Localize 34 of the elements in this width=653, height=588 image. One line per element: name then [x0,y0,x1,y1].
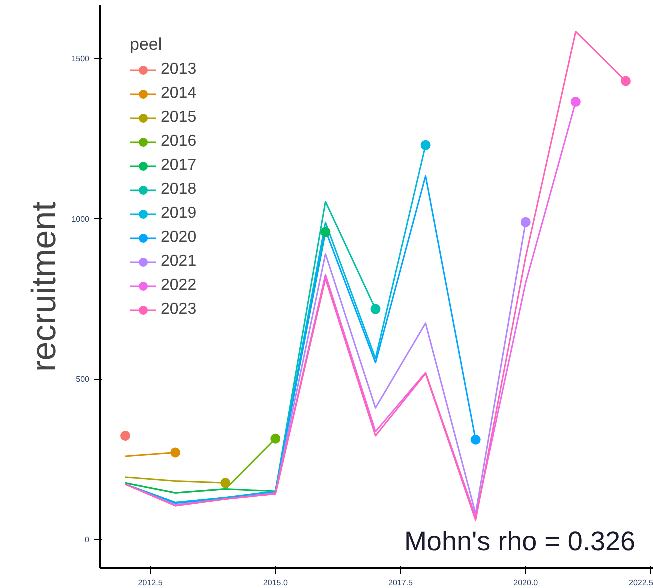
legend-label: 2013 [161,61,197,79]
x-tick-label: 2022.5 [629,578,653,588]
y-tick-label: 1000 [72,214,90,224]
point [370,304,381,314]
y-axis-title: recruitment [26,201,64,372]
legend-label: 2019 [161,205,197,223]
legend-label: 2016 [161,133,197,151]
y-tick-label: 0 [85,536,90,545]
point [620,76,631,86]
legend-label: 2022 [161,277,197,295]
legend-title: peel [130,35,164,55]
x-tick-label: 2017.5 [388,578,414,588]
y-tick-label: 1500 [72,54,90,64]
legend-label: 2023 [161,301,197,319]
annotation: Mohn's rho = 0.326 [404,526,636,556]
point [420,140,431,150]
x-tick-label: 2012.5 [138,578,164,588]
point [120,431,131,441]
point [170,448,181,458]
legend-label: 2017 [161,157,197,175]
point [320,227,331,238]
legend-label: 2020 [161,229,197,247]
legend-label: 2014 [161,85,197,103]
x-tick-label: 2015.0 [263,578,288,588]
point [220,478,231,488]
legend-label: 2015 [161,109,197,127]
point [270,434,281,444]
y-tick-label: 500 [76,375,90,384]
point [470,434,481,445]
x-tick-label: 2020.0 [514,578,539,588]
point [570,97,581,108]
legend-label: 2021 [161,253,197,271]
point [520,217,531,228]
legend-label: 2018 [161,181,197,199]
